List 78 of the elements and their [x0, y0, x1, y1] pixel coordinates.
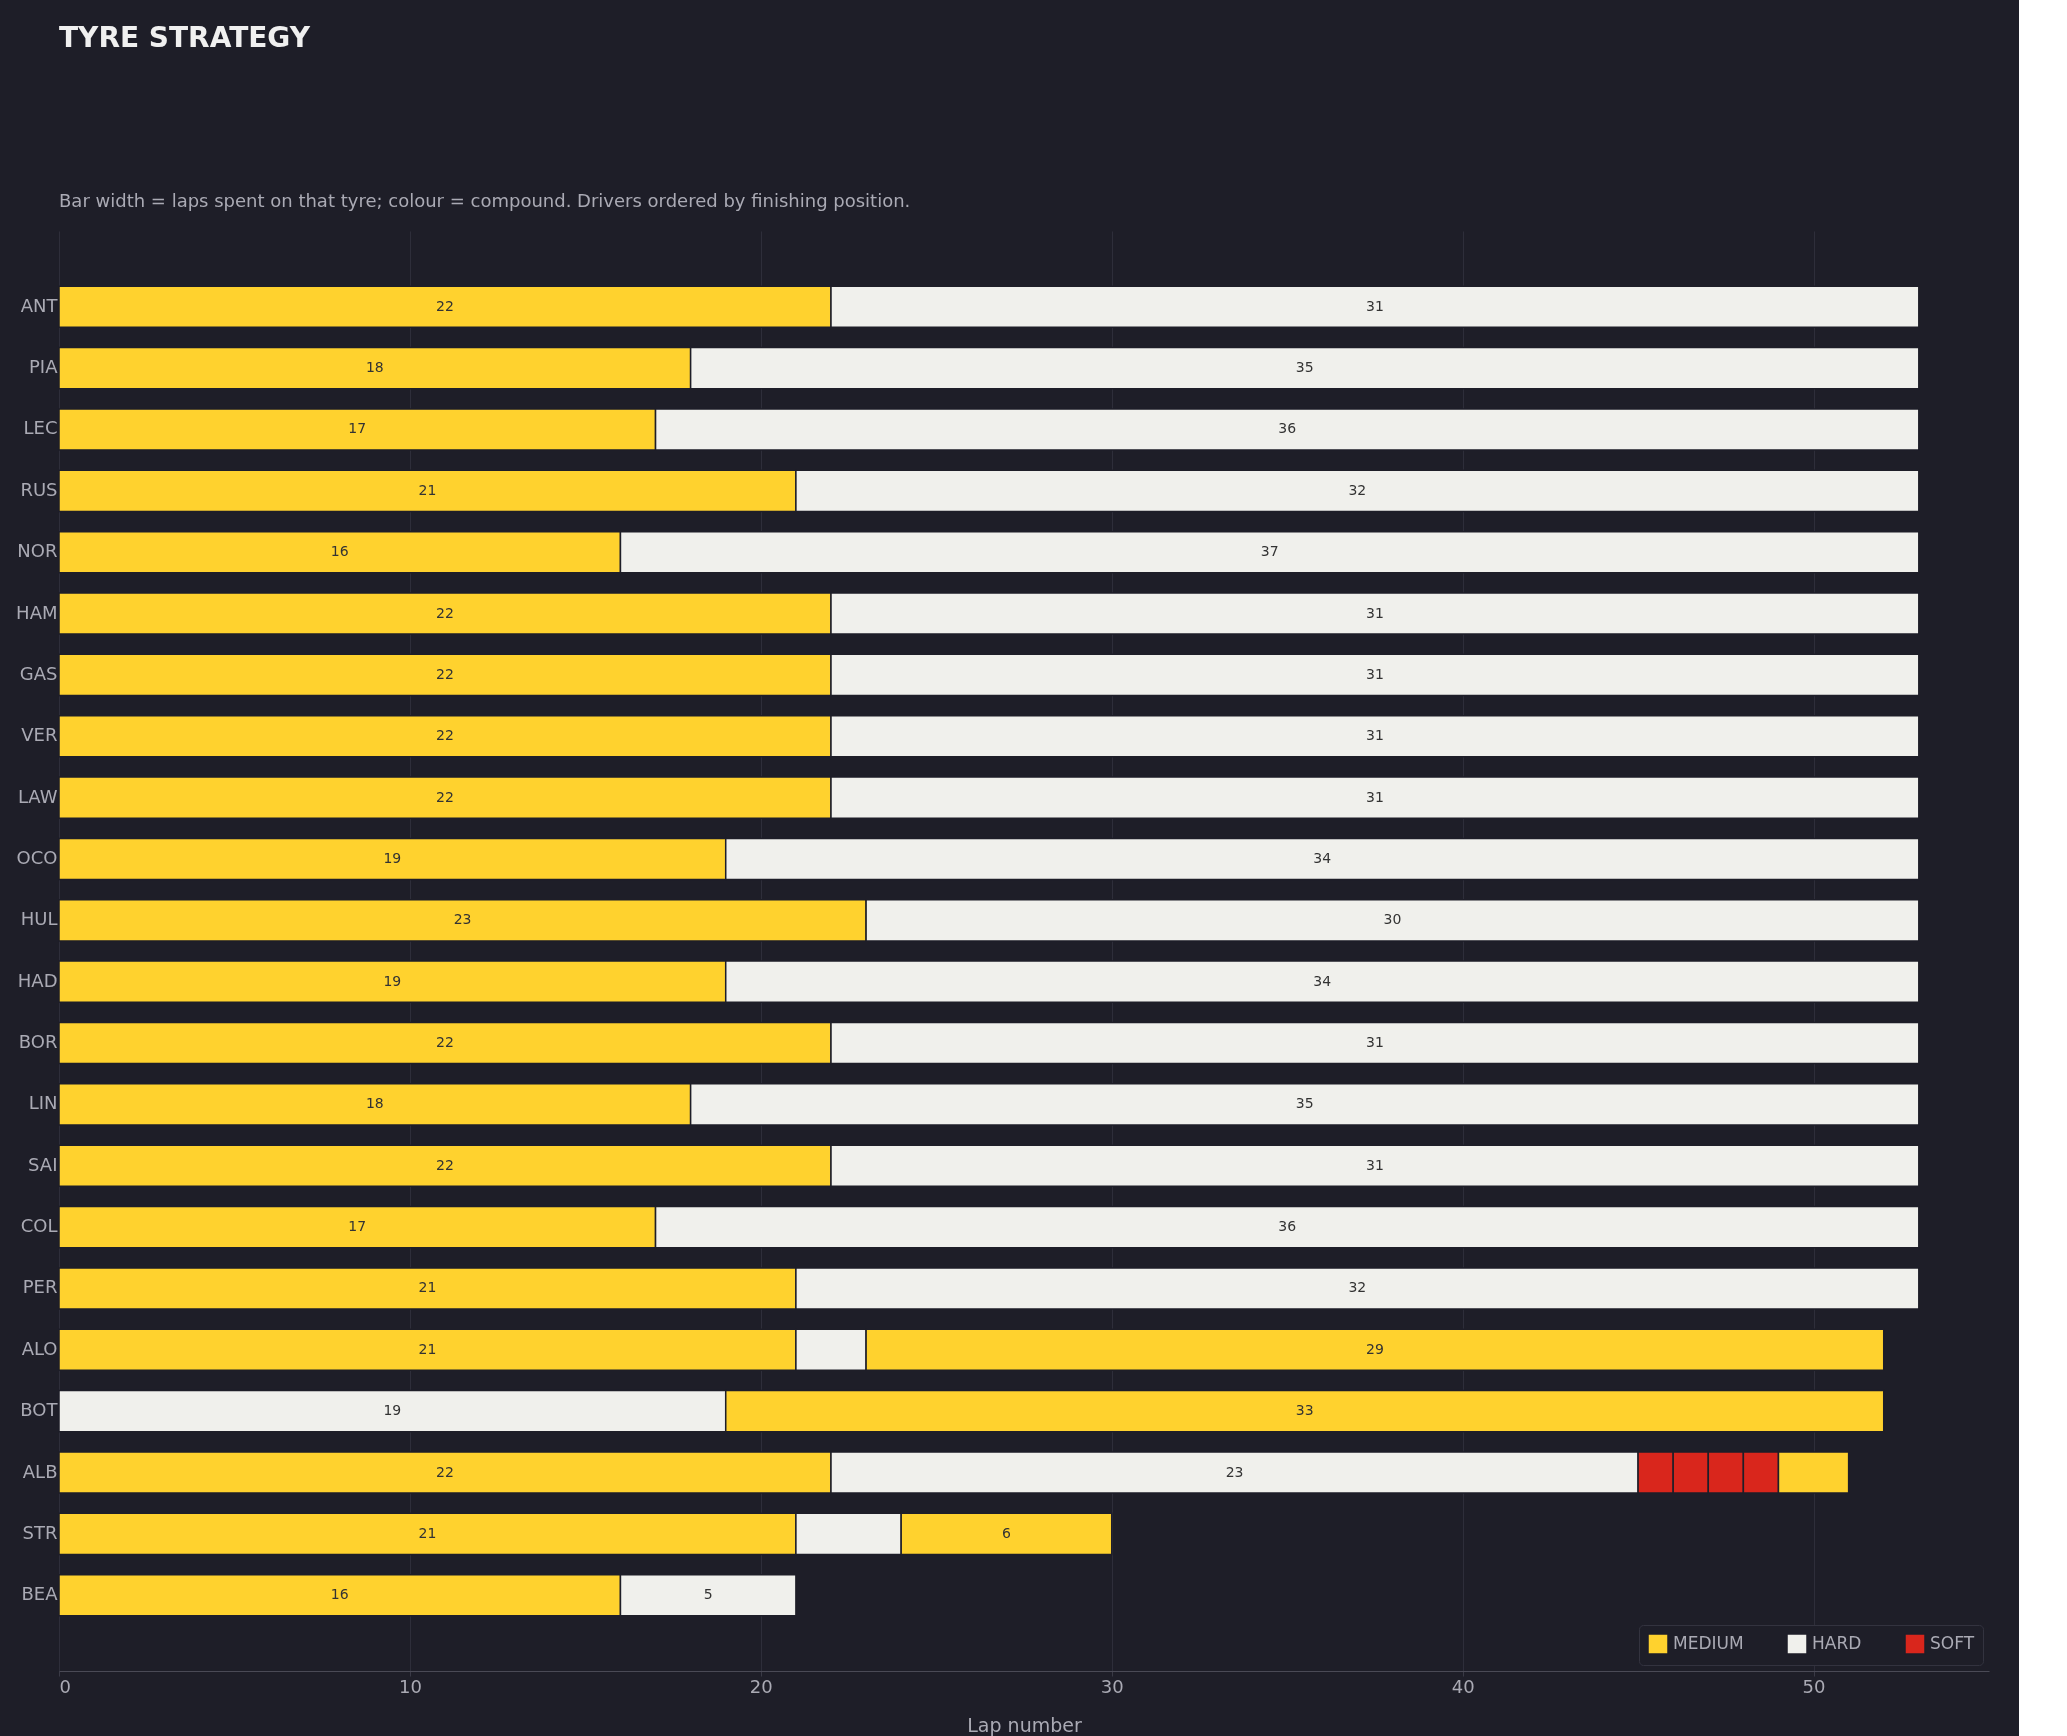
data-label: 23	[453, 911, 472, 928]
data-label: 21	[418, 481, 437, 498]
x-tick-label: 20	[749, 1675, 773, 1697]
y-tick-label: HUL	[20, 908, 58, 930]
data-label: 29	[1365, 1340, 1384, 1357]
data-label: 18	[365, 359, 384, 376]
y-tick-label: BEA	[21, 1583, 59, 1605]
y-tick-label: LAW	[17, 785, 58, 807]
data-label: 18	[365, 1095, 384, 1112]
y-tick-label: PIA	[29, 356, 59, 378]
x-tick-label: 40	[1451, 1675, 1475, 1697]
data-label: 22	[436, 604, 454, 621]
data-label: 22	[436, 297, 454, 314]
y-tick-label: ALO	[21, 1337, 58, 1359]
data-label: 34	[1313, 972, 1332, 989]
data-label: 17	[348, 420, 367, 437]
y-tick-label: VER	[21, 724, 58, 746]
data-label: 5	[703, 1586, 713, 1603]
y-tick-label: LIN	[28, 1092, 58, 1114]
y-tick-label: RUS	[20, 478, 58, 500]
y-tick-label: ANT	[20, 294, 59, 316]
y-tick-label: BOT	[20, 1399, 59, 1421]
data-label: 37	[1260, 543, 1279, 560]
data-label: 31	[1365, 1034, 1384, 1051]
chart-subtitle: Bar width = laps spent on that tyre; colour = compound. Drivers ordered by finishing position.	[59, 190, 911, 211]
y-tick-label: PER	[22, 1276, 58, 1298]
data-label: 31	[1365, 297, 1384, 314]
data-label: 19	[383, 972, 402, 989]
data-label: 36	[1278, 1218, 1297, 1235]
data-label: 21	[418, 1340, 437, 1357]
data-label: 22	[436, 1034, 454, 1051]
data-label: 30	[1383, 911, 1402, 928]
y-tick-label: STR	[22, 1521, 58, 1543]
data-label: 31	[1365, 604, 1384, 621]
data-label: 21	[418, 1524, 437, 1541]
legend-label: MEDIUM	[1673, 1633, 1744, 1653]
data-label: 17	[348, 1218, 367, 1235]
legend-label: HARD	[1812, 1633, 1862, 1653]
y-tick-label: HAM	[16, 601, 58, 623]
x-tick-label: 0	[59, 1675, 71, 1697]
data-label: 32	[1348, 481, 1367, 498]
y-tick-label: HAD	[17, 969, 58, 991]
data-label: 22	[436, 1156, 454, 1173]
data-label: 16	[330, 1586, 349, 1603]
y-tick-label: BOR	[18, 1031, 58, 1053]
y-tick-label: OCO	[16, 846, 58, 868]
data-label: 32	[1348, 1279, 1367, 1296]
x-tick-label: 10	[398, 1675, 422, 1697]
data-label: 33	[1295, 1402, 1314, 1419]
legend-label: SOFT	[1930, 1633, 1975, 1653]
data-label: 19	[383, 1402, 402, 1419]
y-tick-label: SAI	[28, 1153, 58, 1175]
y-tick-label: GAS	[19, 662, 58, 684]
data-label: 35	[1295, 1095, 1314, 1112]
data-label: 22	[436, 727, 454, 744]
data-label: 31	[1365, 788, 1384, 805]
y-tick-label: COL	[20, 1215, 58, 1237]
data-label: 21	[418, 1279, 437, 1296]
data-label: 16	[330, 543, 349, 560]
data-label: 19	[383, 849, 402, 866]
x-axis-title: Lap number	[967, 1713, 1082, 1736]
y-tick-label: ALB	[22, 1460, 58, 1482]
y-tick-label: LEC	[23, 417, 58, 439]
data-label: 34	[1313, 849, 1332, 866]
data-label: 22	[436, 665, 454, 682]
x-tick-label: 30	[1100, 1675, 1124, 1697]
data-label: 35	[1295, 359, 1314, 376]
data-label: 22	[436, 788, 454, 805]
data-label: 22	[436, 1463, 454, 1480]
data-label: 31	[1365, 727, 1384, 744]
data-label: 6	[1001, 1524, 1011, 1541]
data-label: 23	[1225, 1463, 1244, 1480]
data-label: 36	[1278, 420, 1297, 437]
data-label: 31	[1365, 1156, 1384, 1173]
x-tick-label: 50	[1802, 1675, 1826, 1697]
data-label: 31	[1365, 665, 1384, 682]
y-tick-label: NOR	[17, 540, 58, 562]
chart-title: TYRE STRATEGY	[59, 21, 311, 54]
